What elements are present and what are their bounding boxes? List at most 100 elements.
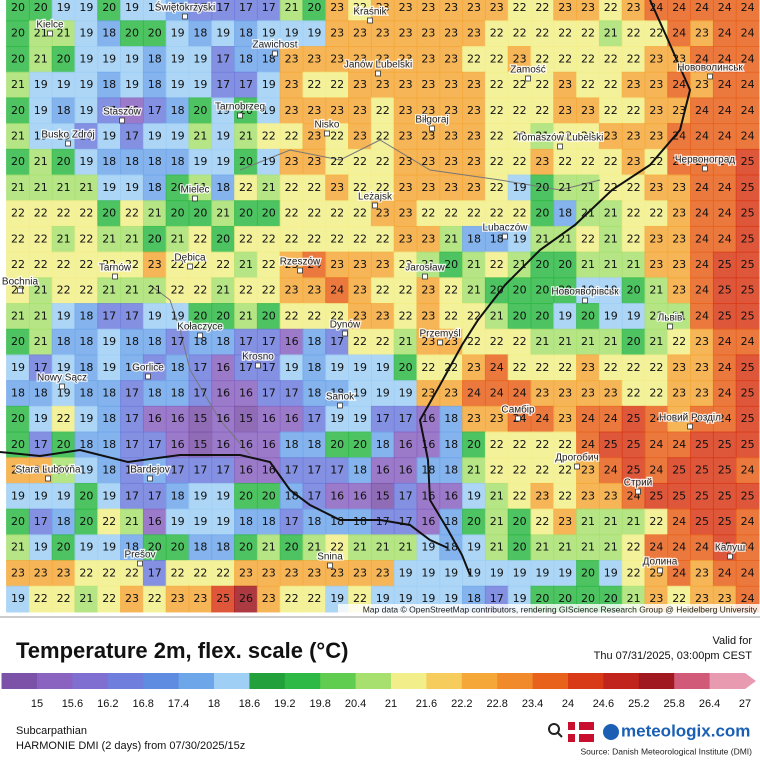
temp-cell [690, 508, 714, 536]
temp-value: 25 [741, 438, 755, 451]
temp-cell [142, 277, 167, 305]
search-icon[interactable] [548, 723, 563, 738]
temp-cell [188, 277, 213, 305]
temp-cell [51, 277, 76, 305]
temp-value: 22 [262, 130, 276, 143]
colorbar-label: 18 [208, 698, 220, 710]
temp-cell [211, 71, 236, 99]
temp-value: 18 [307, 438, 321, 451]
brand[interactable]: meteologix.com [621, 721, 750, 740]
city-dot [324, 130, 330, 137]
temp-cell [325, 200, 350, 227]
temp-value: 18 [490, 232, 504, 245]
temp-value: 22 [513, 464, 527, 477]
model: HARMONIE DMI (2 days) from 07/30/2025/15… [16, 740, 245, 752]
temp-value: 23 [695, 592, 709, 605]
temp-value: 22 [535, 515, 549, 528]
temp-value: 24 [672, 78, 686, 91]
temp-cell [416, 380, 441, 407]
temp-value: 23 [672, 181, 686, 194]
temp-value: 18 [148, 155, 162, 168]
colorbar-segment [320, 673, 357, 689]
temp-value: 22 [353, 207, 367, 220]
temp-cell [735, 46, 760, 73]
colorbar-label: 25.8 [663, 698, 684, 710]
temp-value: 21 [11, 309, 25, 322]
temp-cell [28, 174, 53, 202]
temp-value: 23 [627, 155, 641, 168]
temp-value: 19 [171, 130, 185, 143]
temp-cell [507, 328, 532, 356]
temp-value: 19 [330, 361, 344, 374]
temp-value: 22 [11, 207, 25, 220]
temp-cell [256, 303, 281, 330]
temp-value: 20 [627, 284, 641, 297]
temp-cell [576, 251, 600, 279]
temp-value: 24 [490, 361, 504, 374]
temp-cell [348, 457, 372, 484]
temp-cell [553, 71, 578, 99]
temp-value: 21 [57, 27, 71, 40]
temp-value: 18 [193, 541, 207, 554]
temp-cell [211, 431, 236, 459]
temp-cell [507, 251, 532, 279]
temp-cell [484, 71, 509, 99]
temp-cell [530, 431, 555, 459]
temp-value: 20 [11, 438, 25, 451]
temp-value: 17 [399, 489, 413, 502]
temp-cell [667, 277, 692, 305]
temp-value: 22 [353, 335, 367, 348]
temp-value: 20 [262, 207, 276, 220]
temp-cell [325, 123, 350, 150]
temp-value: 20 [535, 207, 549, 220]
temp-value: 19 [216, 130, 230, 143]
temp-cell [484, 431, 509, 459]
temp-cell [97, 20, 122, 48]
city-dot [147, 475, 153, 482]
temp-cell [6, 482, 30, 510]
city-dot [255, 362, 261, 369]
city-dot [582, 297, 588, 304]
temp-value: 22 [376, 335, 390, 348]
temp-cell [6, 20, 30, 48]
temp-cell [165, 380, 190, 407]
temp-cell [188, 0, 213, 22]
temp-cell [6, 405, 30, 433]
temp-value: 22 [535, 27, 549, 40]
temp-value: 23 [399, 52, 413, 65]
temp-cell [302, 560, 327, 587]
temp-value: 17 [285, 464, 299, 477]
temp-cell [712, 431, 737, 459]
temp-value: 16 [262, 464, 276, 477]
temp-cell [393, 123, 418, 150]
temp-cell [644, 508, 669, 536]
temp-cell [439, 405, 464, 433]
temp-value: 23 [444, 78, 458, 91]
temp-value: 23 [558, 104, 572, 117]
city-label: Dynów [330, 320, 361, 331]
temp-value: 17 [376, 412, 390, 425]
temp-cell [484, 46, 509, 73]
temp-value: 22 [330, 541, 344, 554]
temp-value: 20 [513, 515, 527, 528]
colorbar-label: 24.6 [593, 698, 614, 710]
temp-value: 23 [285, 284, 299, 297]
colorbar-label: 15 [31, 698, 43, 710]
temp-cell [416, 482, 441, 510]
temp-cell [530, 0, 555, 22]
temp-value: 24 [581, 412, 595, 425]
temp-value: 23 [285, 566, 299, 579]
temp-cell [325, 46, 350, 73]
temp-value: 21 [513, 258, 527, 271]
temp-cell [74, 46, 99, 73]
temp-value: 24 [695, 207, 709, 220]
temp-value: 22 [79, 232, 93, 245]
temp-value: 24 [535, 412, 549, 425]
temp-cell [735, 431, 760, 459]
temp-value: 23 [353, 309, 367, 322]
temp-cell [325, 251, 350, 279]
temp-cell [507, 174, 532, 202]
temp-value: 17 [193, 464, 207, 477]
temp-value: 20 [535, 284, 549, 297]
temp-cell [211, 277, 236, 305]
